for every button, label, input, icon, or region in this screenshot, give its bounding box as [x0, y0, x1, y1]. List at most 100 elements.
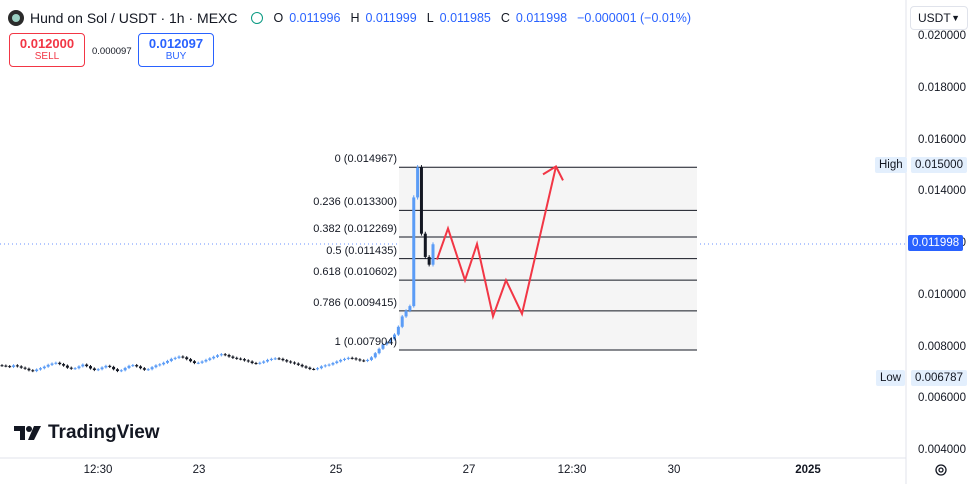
candle-body — [27, 368, 31, 371]
candle-body — [4, 365, 8, 367]
chevron-down-icon: ▼ — [951, 13, 960, 23]
price-tick: 0.018000 — [918, 81, 966, 94]
candle-body — [389, 339, 393, 343]
candle-body — [412, 197, 416, 307]
candle-body — [223, 354, 227, 356]
candle-body — [254, 363, 258, 365]
fib-level-label: 0.618 (0.010602) — [313, 266, 397, 279]
candle-body — [35, 369, 39, 372]
candle-body — [342, 358, 346, 360]
candle-body — [185, 357, 189, 360]
candle-body — [0, 365, 4, 367]
low-value: 0.011985 — [439, 11, 491, 25]
high-value-badge: 0.015000 — [911, 157, 967, 174]
candle-body — [77, 366, 81, 369]
candle-body — [100, 367, 104, 370]
candle-body — [58, 362, 62, 365]
fibonacci-retracement[interactable] — [399, 166, 697, 351]
price-tick: 0.010000 — [918, 288, 966, 301]
time-tick: 2025 — [795, 464, 821, 476]
fib-level-label: 0.236 (0.013300) — [313, 196, 397, 209]
candle-body — [316, 368, 320, 370]
fib-level-label: 0.5 (0.011435) — [326, 244, 397, 257]
currency-label: USDT — [918, 11, 951, 25]
candle-body — [96, 369, 100, 371]
candle-body — [377, 348, 381, 354]
candle-body — [216, 355, 219, 357]
price-tick: 0.014000 — [918, 185, 966, 198]
buy-price: 0.012097 — [148, 36, 204, 51]
buy-button[interactable]: 0.012097 BUY — [138, 33, 214, 67]
candle-body — [266, 359, 270, 362]
candle-body — [169, 358, 173, 361]
candle-body — [23, 367, 27, 369]
time-tick: 12:30 — [83, 464, 113, 476]
last-price-badge: 0.011998 — [908, 235, 964, 252]
candle-body — [162, 362, 166, 365]
candle-body — [104, 365, 108, 368]
settings-icon[interactable] — [933, 462, 949, 478]
low-value-badge: 0.006787 — [911, 369, 967, 386]
candle-body — [142, 368, 146, 370]
candle-body — [65, 365, 69, 368]
candle-body — [323, 365, 327, 367]
candle-body — [196, 362, 200, 364]
candle-body — [50, 363, 54, 365]
candle-body — [219, 354, 223, 356]
candle-body — [292, 362, 296, 364]
time-tick: 30 — [667, 464, 681, 476]
candle-body — [262, 361, 266, 363]
price-tick: 0.020000 — [918, 30, 966, 42]
symbol-title[interactable]: Hund on Sol / USDT · 1h · MEXC — [30, 10, 238, 26]
candle-body — [269, 358, 273, 360]
candle-body — [396, 326, 400, 335]
candle-body — [250, 361, 254, 364]
candle-body — [19, 366, 23, 368]
candle-body — [131, 365, 135, 367]
candle-body — [146, 369, 150, 371]
candle-body — [108, 365, 112, 367]
candle-body — [227, 355, 231, 357]
projection-path[interactable] — [436, 166, 557, 321]
candle-body — [327, 364, 331, 366]
visibility-icon[interactable] — [251, 12, 264, 24]
candle-body — [242, 359, 246, 361]
candle-body — [339, 359, 343, 362]
candle-body — [200, 361, 204, 363]
candle-body — [112, 366, 116, 370]
candle-body — [366, 359, 370, 361]
candle-body — [119, 370, 123, 372]
tradingview-logo[interactable]: TradingView — [12, 422, 160, 444]
candle-body — [189, 359, 193, 362]
token-logo-icon — [8, 10, 24, 26]
candle-body — [46, 364, 50, 367]
candle-body — [335, 361, 339, 364]
candle-body — [431, 244, 435, 265]
candle-body — [393, 334, 397, 340]
candle-body — [208, 358, 212, 360]
candle-body — [408, 306, 412, 311]
price-tick: 0.016000 — [918, 133, 966, 146]
candle-body — [416, 167, 420, 198]
candle-body — [127, 365, 131, 368]
projection-arrowhead — [542, 164, 564, 181]
time-tick: 23 — [192, 464, 206, 476]
candle-body — [331, 363, 335, 365]
candle-body — [173, 357, 177, 359]
candle-body — [204, 359, 208, 362]
sell-button[interactable]: 0.012000 SELL — [9, 33, 85, 67]
sell-price: 0.012000 — [19, 36, 75, 51]
candle-body — [423, 233, 427, 257]
candle-body — [42, 366, 46, 369]
candle-body — [92, 368, 96, 371]
brand-name: TradingView — [48, 422, 160, 443]
symbol-legend: Hund on Sol / USDT · 1h · MEXC O 0.011996… — [8, 8, 695, 28]
candle-body — [308, 367, 312, 369]
candle-body — [158, 364, 162, 366]
currency-selector[interactable]: USDT ▼ — [910, 6, 968, 30]
low-label: L — [426, 11, 434, 25]
low-label-badge: Low — [876, 369, 906, 386]
candle-body — [81, 364, 85, 367]
price-tick: 0.006000 — [918, 392, 966, 405]
